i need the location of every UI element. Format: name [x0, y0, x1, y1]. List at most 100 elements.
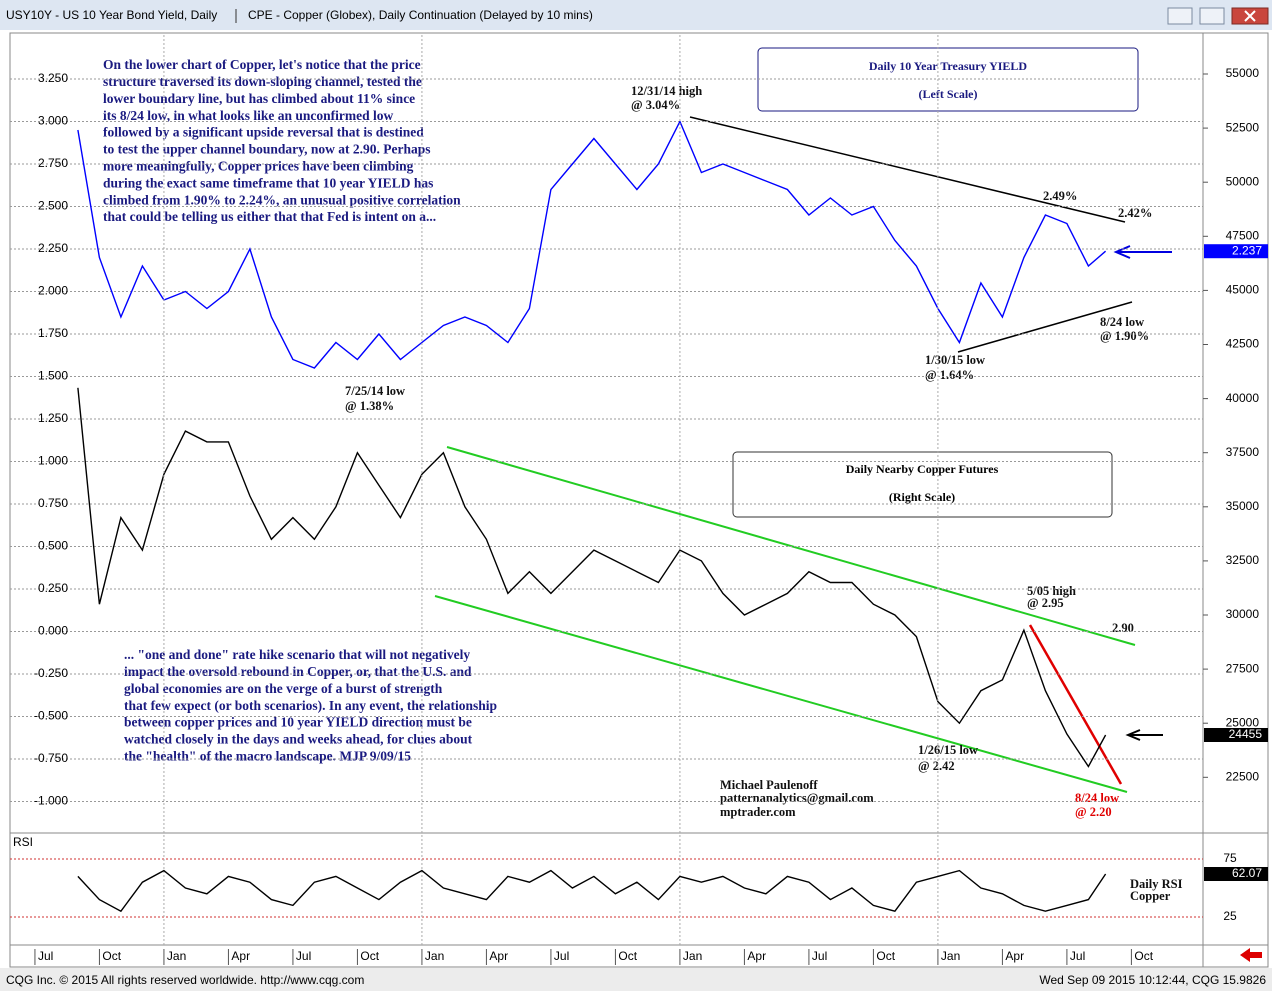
arrow [1113, 245, 1172, 259]
commentary-line: followed by a significant upside reversa… [103, 125, 424, 140]
y2-tick-label: 55000 [1226, 66, 1260, 80]
x-tick-label: Jan [941, 949, 960, 963]
annotation: @ 2.20 [1075, 805, 1112, 819]
annotation: @ 2.42 [918, 759, 955, 773]
annotation: 8/24 low [1100, 315, 1144, 329]
annotation: 2.49% [1043, 189, 1077, 203]
commentary-line: impact the oversold rebound in Copper, o… [124, 664, 472, 679]
annotation: 2.90 [1112, 621, 1134, 635]
y-tick-label: 25 [1223, 909, 1237, 923]
commentary-line: On the lower chart of Copper, let's noti… [103, 57, 421, 72]
annotation: Daily RSI [1130, 877, 1183, 891]
annotation: 12/31/14 high [631, 84, 702, 98]
x-tick-label: Jan [425, 949, 444, 963]
y2-tick-label: 35000 [1226, 499, 1260, 513]
y-tick-label: 0.500 [38, 539, 68, 553]
series-line [77, 387, 1107, 768]
x-tick-label: Apr [1005, 949, 1024, 963]
commentary-line: that could be telling us either that tha… [103, 209, 436, 224]
y-tick-label: 3.250 [38, 71, 68, 85]
x-tick-label: Jan [683, 949, 702, 963]
y-tick-label: 2.000 [38, 284, 68, 298]
commentary-line: watched closely in the days and weeks ah… [124, 732, 473, 747]
y2-tick-label: 45000 [1226, 283, 1260, 297]
y-tick-label: 3.000 [38, 114, 68, 128]
panel-title: RSI [13, 835, 33, 849]
last-value-box [1204, 727, 1268, 742]
commentary-line: structure traversed its down-sloping cha… [103, 74, 422, 89]
x-tick-label: Oct [618, 949, 637, 963]
y2-tick-label: 22500 [1226, 769, 1260, 783]
annotation: @ 1.90% [1100, 329, 1149, 343]
y-tick-label: 2.250 [38, 241, 68, 255]
x-tick-label: Oct [360, 949, 379, 963]
x-tick-label: Jul [296, 949, 311, 963]
y-tick-label: 1.250 [38, 411, 68, 425]
y-tick-label: -0.500 [34, 709, 68, 723]
close-icon [1244, 10, 1256, 22]
box-title: Daily 10 Year Treasury YIELD [869, 59, 1028, 73]
footer-left: CQG Inc. © 2015 All rights reserved worl… [6, 973, 364, 987]
y2-tick-label: 47500 [1226, 228, 1260, 242]
annotation: 1/30/15 low [925, 353, 985, 367]
y-tick-label: 1.000 [38, 454, 68, 468]
commentary-line: during the exact same timeframe that 10 … [103, 175, 433, 190]
arrow [1125, 729, 1163, 741]
commentary-line: ... "one and done" rate hike scenario th… [124, 647, 470, 662]
annotation: 2.42% [1118, 206, 1152, 220]
y-tick-label: -0.250 [34, 666, 68, 680]
copper-box [732, 451, 1113, 518]
author-email: patternanalytics@gmail.com [720, 791, 874, 805]
y-tick-label: 1.750 [38, 326, 68, 340]
y-tick-label: 0.000 [38, 624, 68, 638]
x-tick-label: Oct [876, 949, 895, 963]
x-tick-label: Jul [812, 949, 827, 963]
box-title: Daily Nearby Copper Futures [846, 462, 999, 476]
commentary-line: to test the upper channel boundary, now … [103, 142, 431, 157]
annotation: @ 3.04% [631, 98, 680, 112]
annotation: 5/05 high [1027, 584, 1076, 598]
annotation: @ 1.64% [925, 368, 974, 382]
y-tick-label: 75 [1223, 851, 1237, 865]
last-value-label: 24455 [1229, 727, 1263, 741]
x-tick-label: Jul [38, 949, 53, 963]
y2-tick-label: 42500 [1226, 337, 1260, 351]
last-value-label: 62.07 [1232, 866, 1262, 880]
commentary-line: global economies are on the verge of a b… [124, 681, 443, 696]
commentary-line: the "health" of the macro landscape. MJP… [124, 748, 411, 763]
scroll-arrow[interactable] [1240, 948, 1262, 962]
commentary-line: lower boundary line, but has climbed abo… [103, 91, 415, 106]
x-tick-label: Apr [489, 949, 508, 963]
y2-tick-label: 32500 [1226, 553, 1260, 567]
commentary-line: climbed from 1.90% to 2.24%, an unusual … [103, 192, 461, 207]
trend-line [1028, 624, 1123, 785]
y-tick-label: -1.000 [34, 794, 68, 808]
last-value-label: 2.237 [1232, 243, 1262, 257]
y2-tick-label: 52500 [1226, 120, 1260, 134]
annotation: 8/24 low [1075, 791, 1119, 805]
y2-tick-label: 40000 [1226, 391, 1260, 405]
y-tick-label: 0.750 [38, 496, 68, 510]
annotation: 1/26/15 low [918, 743, 978, 757]
channel-line [434, 595, 1128, 793]
box-title: (Left Scale) [919, 87, 978, 101]
y2-tick-label: 50000 [1226, 174, 1260, 188]
commentary-line: more meaningfully, Copper prices have be… [103, 158, 414, 173]
title-bar [0, 0, 1272, 30]
trend-line [689, 116, 1126, 223]
y2-tick-label: 30000 [1226, 607, 1260, 621]
y-tick-label: -0.750 [34, 751, 68, 765]
commentary-line: between copper prices and 10 year YIELD … [124, 715, 472, 730]
box-title: (Right Scale) [889, 490, 955, 504]
minimize-button[interactable] [1167, 7, 1193, 25]
restore-button[interactable] [1199, 7, 1225, 25]
commentary-line: that few expect (or both scenarios). In … [124, 698, 497, 713]
author-site: mptrader.com [720, 805, 796, 819]
y2-tick-label: 25000 [1226, 715, 1260, 729]
annotation: @ 1.38% [345, 399, 394, 413]
footer [0, 968, 1272, 991]
y-tick-label: 0.250 [38, 581, 68, 595]
annotation: @ 2.95 [1027, 596, 1064, 610]
